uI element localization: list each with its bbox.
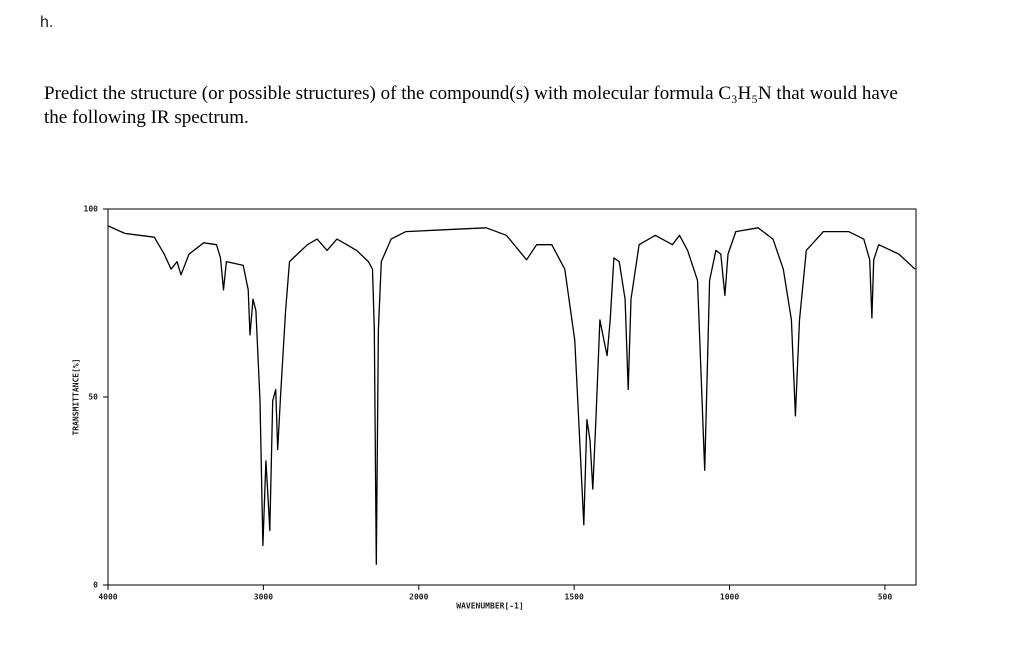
spectrum-line xyxy=(107,225,916,565)
y-axis-label: TRANSMITTANCE[%] xyxy=(72,358,81,435)
x-axis-label: WAVENUMBER[-1] xyxy=(456,602,523,611)
y-tick-label: 100 xyxy=(84,205,99,214)
x-tick-label: 2000 xyxy=(409,593,428,602)
x-tick-label: 1500 xyxy=(565,593,584,602)
problem-label: h. xyxy=(40,14,54,31)
y-tick-label: 0 xyxy=(93,581,98,590)
x-tick-label: 4000 xyxy=(98,593,117,602)
x-tick-label: 1000 xyxy=(720,593,739,602)
x-tick-label: 500 xyxy=(878,593,893,602)
y-tick-label: 50 xyxy=(88,393,98,402)
x-tick-label: 3000 xyxy=(254,593,273,602)
question: Predict the structure (or possible struc… xyxy=(44,83,898,128)
